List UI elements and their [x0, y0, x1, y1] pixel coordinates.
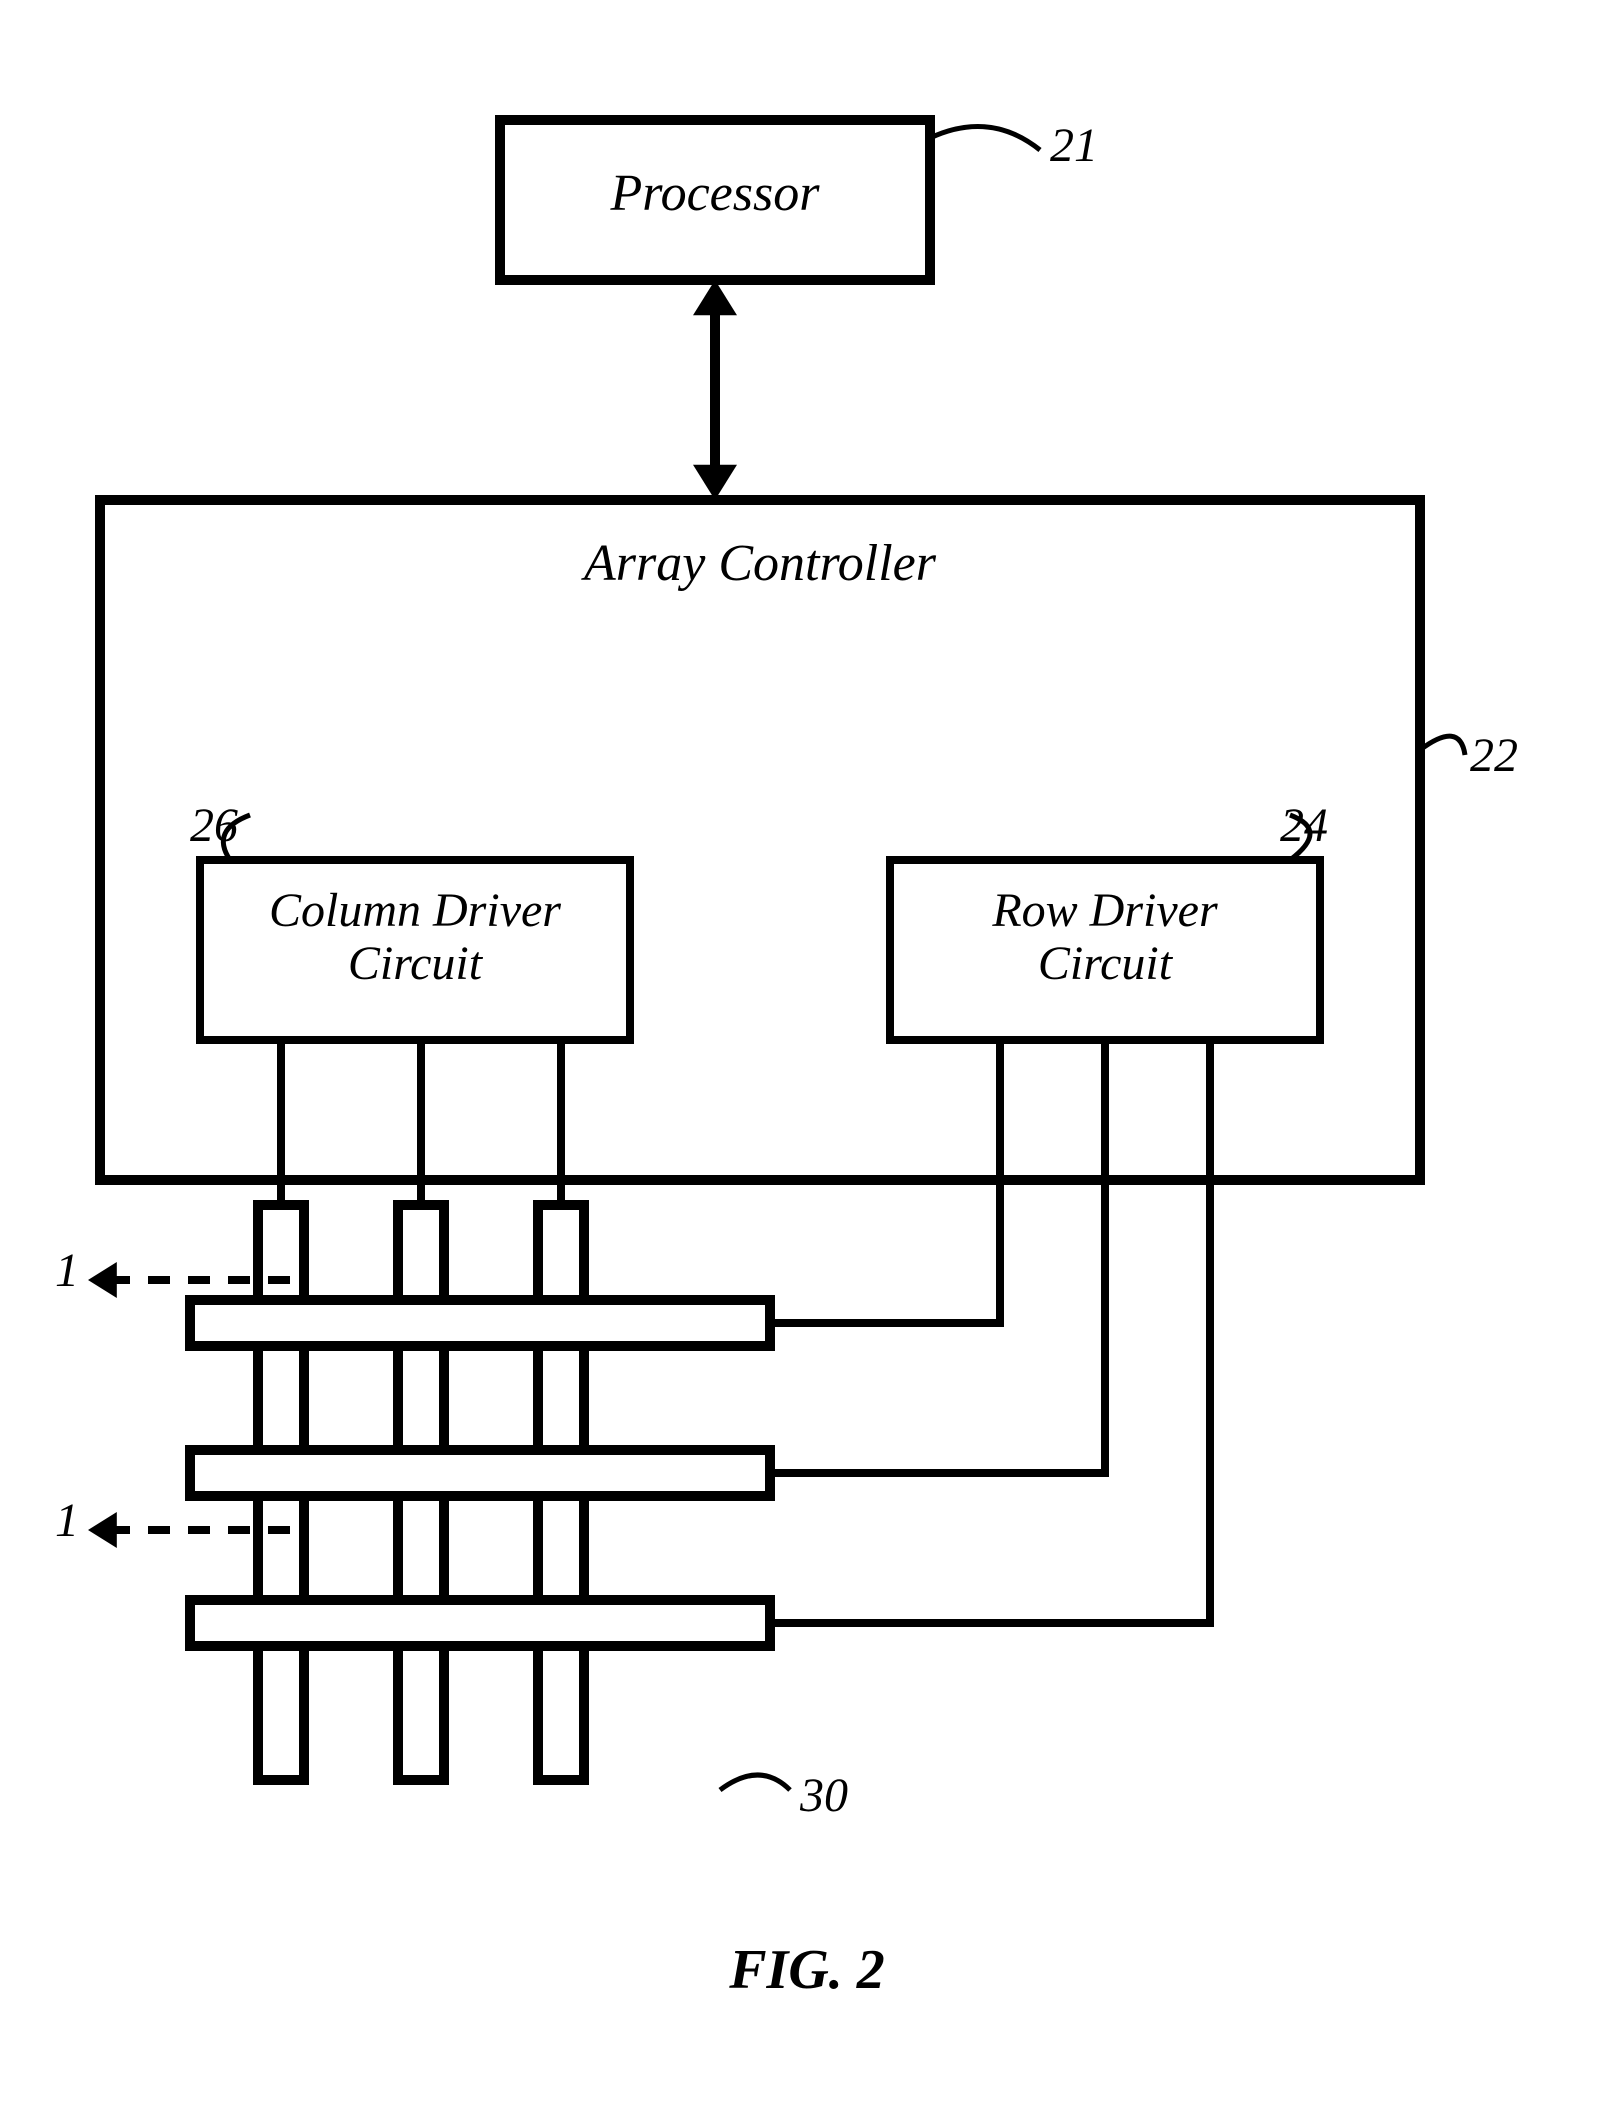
figure-caption: FIG. 2: [0, 1940, 1614, 2002]
section-marker-1b: 1: [55, 1495, 79, 1548]
array-controller-label: Array Controller: [100, 535, 1420, 592]
column-driver-label: Column Driver Circuit: [200, 885, 630, 991]
leader-30: [720, 1775, 790, 1790]
processor-label: Processor: [500, 165, 930, 222]
ref-26: 26: [190, 800, 238, 853]
leader-21: [930, 126, 1040, 150]
section-marker-1a: 1: [55, 1245, 79, 1298]
array-row-2: [190, 1600, 770, 1646]
array-controller-box: [100, 500, 1420, 1180]
array-row-1: [190, 1450, 770, 1496]
ref-30: 30: [800, 1770, 848, 1823]
row-driver-label: Row Driver Circuit: [890, 885, 1320, 991]
array-row-0: [190, 1300, 770, 1346]
ref-22: 22: [1470, 730, 1518, 783]
leader-22: [1420, 736, 1465, 755]
ref-24: 24: [1280, 800, 1328, 853]
ref-21: 21: [1050, 120, 1098, 173]
